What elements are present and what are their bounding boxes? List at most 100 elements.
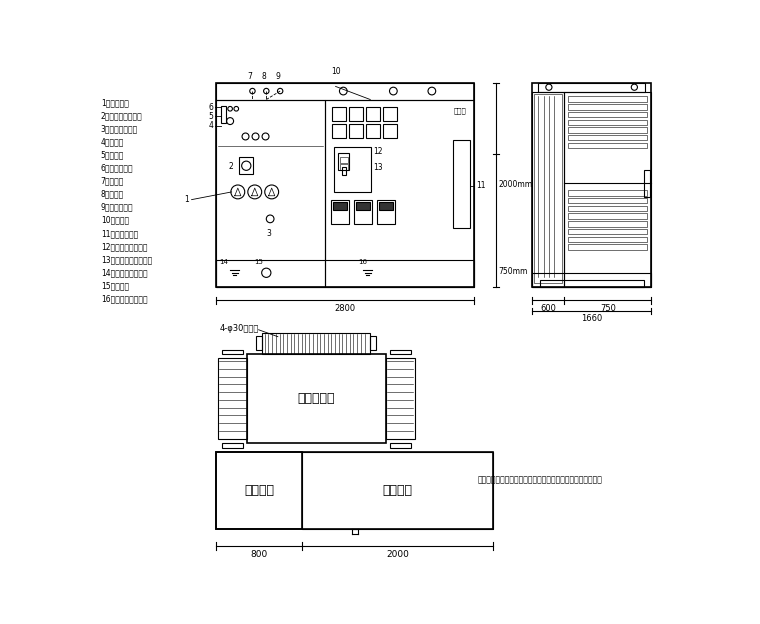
Text: 13: 13	[373, 163, 383, 172]
Text: 9: 9	[275, 72, 280, 81]
Text: 2000: 2000	[386, 550, 409, 559]
Bar	[340, 157, 347, 163]
Text: 9、低频保护器: 9、低频保护器	[101, 203, 133, 212]
Text: 6、压力释放阀: 6、压力释放阀	[101, 163, 133, 172]
Text: 10、表计室: 10、表计室	[101, 216, 129, 225]
Bar	[217, 452, 493, 529]
Bar	[217, 99, 325, 286]
Bar	[338, 154, 350, 170]
Bar	[302, 452, 493, 529]
Bar	[568, 244, 648, 250]
Bar	[341, 167, 346, 175]
Bar	[564, 92, 651, 286]
Text: 2、四位置负荷开关: 2、四位置负荷开关	[101, 111, 143, 120]
Bar	[332, 107, 346, 121]
Text: 15: 15	[254, 259, 263, 265]
Text: 11: 11	[476, 181, 485, 190]
Text: 750: 750	[600, 303, 616, 313]
Bar	[534, 94, 562, 283]
Text: 3: 3	[266, 229, 271, 238]
Bar	[532, 92, 564, 286]
Bar	[366, 107, 380, 121]
Bar	[453, 140, 470, 228]
Bar	[568, 236, 648, 242]
Bar	[568, 198, 648, 203]
Bar	[389, 443, 411, 447]
Text: 7、温度计: 7、温度计	[101, 177, 124, 185]
Bar	[568, 213, 648, 219]
Text: 2000mm: 2000mm	[498, 180, 532, 189]
Text: 600: 600	[540, 303, 556, 313]
Text: 高压间隔: 高压间隔	[244, 484, 274, 497]
Bar	[239, 157, 253, 174]
Bar	[217, 82, 474, 99]
Text: 1: 1	[185, 195, 189, 204]
Text: 8、压力表: 8、压力表	[101, 190, 124, 198]
Text: 3、调压分接开关: 3、调压分接开关	[101, 124, 138, 133]
Text: 8: 8	[261, 72, 266, 81]
Bar	[334, 147, 371, 192]
Text: 15、底盘阀: 15、底盘阀	[101, 281, 129, 290]
Bar	[532, 82, 651, 286]
Bar	[256, 336, 262, 350]
Bar	[247, 354, 385, 443]
Text: 4、油位计: 4、油位计	[101, 137, 124, 146]
Text: 11、无功补偿室: 11、无功补偿室	[101, 229, 138, 238]
Text: 16: 16	[359, 259, 368, 265]
Text: 电平量: 电平量	[454, 107, 467, 114]
Text: 16、低压室接地端子: 16、低压室接地端子	[101, 295, 147, 303]
Bar	[389, 350, 411, 354]
Bar	[222, 350, 243, 354]
Bar	[366, 124, 380, 138]
Bar	[379, 202, 393, 210]
Bar	[568, 143, 648, 148]
Bar	[217, 452, 302, 529]
Text: 2800: 2800	[334, 303, 356, 313]
Bar	[538, 82, 645, 92]
Text: 低压间隔: 低压间隔	[383, 484, 413, 497]
Bar	[350, 124, 363, 138]
Bar	[568, 206, 648, 211]
Bar	[568, 190, 648, 196]
Text: 7: 7	[248, 72, 252, 81]
Text: 5、注油口: 5、注油口	[101, 150, 124, 159]
Bar	[262, 333, 370, 354]
Text: 1660: 1660	[581, 314, 602, 323]
Text: 说明：以上尺寸仅供作为参考，最终尺寸以厂家产品实物为准: 说明：以上尺寸仅供作为参考，最终尺寸以厂家产品实物为准	[478, 475, 603, 484]
Bar	[644, 170, 650, 197]
Text: 5: 5	[208, 112, 213, 121]
Text: 10: 10	[331, 67, 340, 76]
Text: 变压器主体: 变压器主体	[298, 392, 335, 405]
Bar	[383, 107, 397, 121]
Text: 14: 14	[220, 259, 229, 265]
Bar	[532, 273, 651, 286]
Text: 1、高压套管: 1、高压套管	[101, 98, 128, 107]
Bar	[568, 97, 648, 102]
Bar	[333, 202, 347, 210]
Text: 4: 4	[208, 121, 213, 130]
Text: 12、低压侧主断路器: 12、低压侧主断路器	[101, 242, 147, 251]
Bar	[377, 200, 395, 224]
Bar	[325, 99, 474, 286]
Bar	[383, 124, 397, 138]
Bar	[568, 221, 648, 227]
Bar	[540, 280, 644, 286]
Text: 12: 12	[373, 147, 382, 157]
Bar	[568, 127, 648, 133]
Bar	[350, 107, 363, 121]
Text: 6: 6	[208, 103, 213, 112]
Bar	[218, 358, 247, 439]
Text: 2: 2	[229, 162, 233, 171]
Bar	[217, 82, 474, 286]
Bar	[354, 200, 372, 224]
Bar	[332, 124, 346, 138]
Text: 14、高压室接地端子: 14、高压室接地端子	[101, 268, 147, 277]
Bar	[568, 112, 648, 117]
Bar	[370, 336, 376, 350]
Bar	[568, 104, 648, 110]
Bar	[568, 120, 648, 125]
Text: 4-φ30安装孔: 4-φ30安装孔	[220, 324, 259, 333]
Bar	[385, 358, 415, 439]
Bar	[217, 260, 474, 286]
Bar	[331, 200, 350, 224]
